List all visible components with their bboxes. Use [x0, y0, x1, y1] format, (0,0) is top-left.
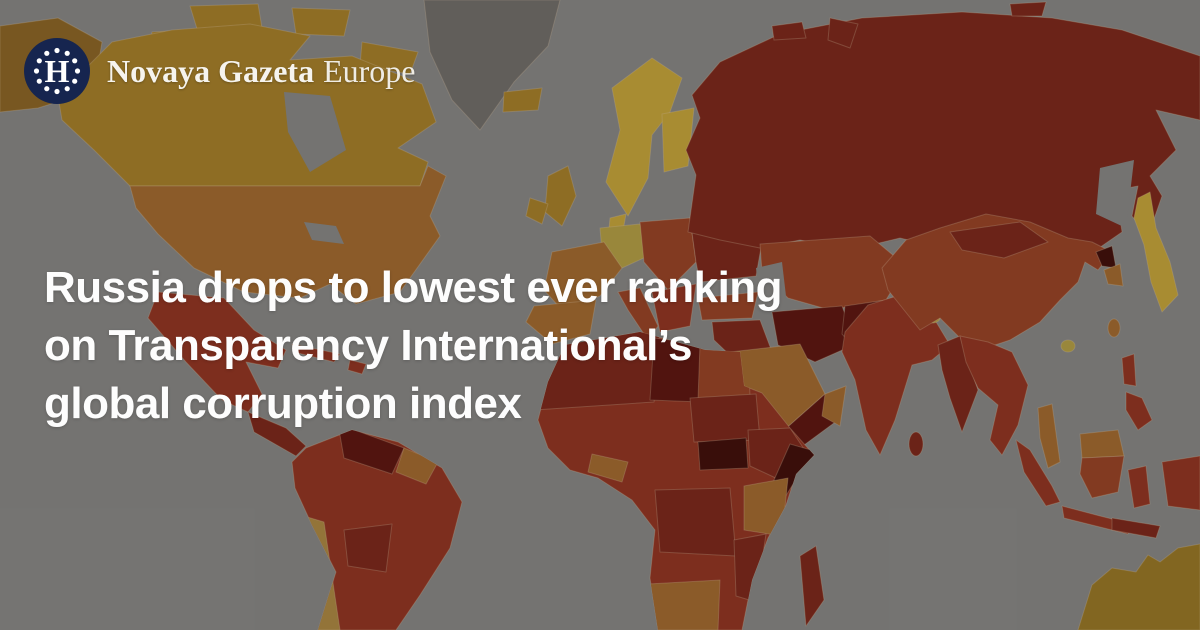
logo-dots: [33, 47, 81, 95]
region-sri-lanka: [908, 431, 924, 457]
great-lakes: [304, 222, 344, 244]
region-borneo-malaysia: [1079, 429, 1125, 459]
region-namibia-botswana: [647, 579, 721, 630]
logo-letter: Н: [45, 53, 70, 89]
region-drc: [654, 487, 737, 557]
brand-name-secondary: Europe: [323, 53, 416, 89]
headline-line-2: on Transparency International’s: [44, 321, 692, 370]
region-norway-sweden: [605, 57, 683, 217]
region-mongolia: [949, 221, 1049, 259]
region-sulawesi: [1127, 465, 1151, 509]
region-new-guinea: [1161, 455, 1200, 511]
region-venezuela: [337, 430, 405, 475]
region-madagascar: [799, 545, 825, 627]
region-lesser-sunda: [1111, 517, 1161, 539]
region-south-sudan: [697, 437, 749, 471]
region-iceland: [502, 87, 543, 113]
region-oman: [821, 385, 847, 427]
novaya-gazeta-logo-icon: Н: [24, 38, 90, 104]
region-greenland: [423, 0, 561, 131]
region-balkans: [651, 283, 697, 333]
brand-name-primary: Novaya Gazeta: [107, 53, 315, 89]
region-eastern-europe: [639, 217, 697, 291]
region-turkey: [697, 291, 759, 321]
region-china: [881, 213, 1113, 349]
region-borneo-indonesia: [1079, 455, 1125, 499]
region-south-korea: [1103, 263, 1124, 287]
region-maghreb: [538, 332, 661, 411]
region-taiwan: [1107, 318, 1121, 338]
region-malay-peninsula: [1037, 403, 1061, 469]
region-france: [543, 241, 623, 311]
region-philippines: [1121, 353, 1153, 431]
brand-header: Н Novaya Gazeta Europe: [24, 38, 415, 104]
region-ireland: [525, 197, 549, 225]
sea-of-okhotsk: [1096, 160, 1134, 228]
region-central-america: [247, 411, 307, 457]
region-indochina: [959, 335, 1029, 456]
hudson-bay: [284, 92, 346, 172]
brand-wordmark: Novaya Gazeta Europe: [107, 55, 415, 87]
headline-line-1: Russia drops to lowest ever ranking: [44, 263, 783, 312]
region-hainan: [1060, 339, 1076, 353]
region-italy: [617, 287, 659, 341]
region-iberia: [525, 299, 597, 345]
region-bolivia-paraguay: [343, 523, 393, 573]
region-russian-arctic-islands: [771, 1, 1047, 49]
region-sumatra: [1015, 439, 1061, 507]
headline-line-3: global corruption index: [44, 379, 522, 428]
region-caribbean: [291, 343, 367, 375]
region-usa: [129, 165, 447, 305]
region-mexico: [147, 291, 287, 413]
headline: Russia drops to lowest ever ranking on T…: [44, 259, 783, 433]
region-ghana-coast: [587, 453, 629, 483]
region-australia: [1077, 543, 1200, 630]
region-japan: [1133, 191, 1179, 313]
region-finland: [661, 107, 695, 173]
